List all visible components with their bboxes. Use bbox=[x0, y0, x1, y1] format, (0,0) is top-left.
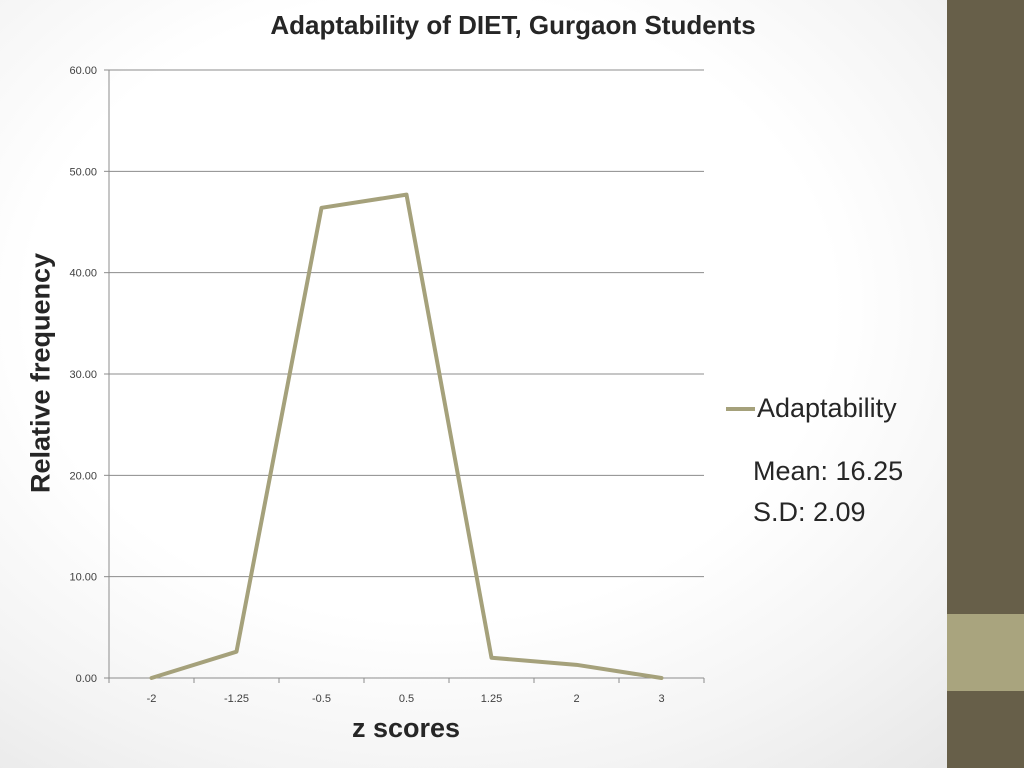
x-tick-label: 1.25 bbox=[481, 693, 502, 705]
y-tick-label: 20.00 bbox=[69, 470, 97, 482]
legend-swatch-adaptability bbox=[726, 406, 755, 411]
y-tick-label: 40.00 bbox=[69, 268, 97, 280]
x-tick-label: 3 bbox=[658, 693, 664, 705]
chart-title: Adaptability of DIET, Gurgaon Students bbox=[270, 10, 756, 40]
series-line-adaptability bbox=[149, 192, 664, 680]
x-tick-label: 2 bbox=[573, 693, 579, 705]
x-tick-label: -1.25 bbox=[224, 693, 249, 705]
x-tick-label: 0.5 bbox=[399, 693, 414, 705]
legend: Adaptability bbox=[726, 393, 897, 424]
mean-annotation: Mean: 16.25 bbox=[753, 456, 904, 486]
y-tick-label: 30.00 bbox=[69, 369, 97, 381]
legend-label-adaptability: Adaptability bbox=[757, 393, 897, 423]
y-axis-title: Relative frequency bbox=[25, 252, 56, 494]
x-tick-label: -2 bbox=[147, 693, 157, 705]
slide-side-accent bbox=[947, 614, 1024, 691]
y-tick-label: 0.00 bbox=[76, 673, 97, 685]
x-axis-title: z scores bbox=[351, 713, 461, 743]
y-tick-label: 50.00 bbox=[69, 166, 97, 178]
x-tick-label: -0.5 bbox=[312, 693, 331, 705]
y-tick-label: 10.00 bbox=[69, 572, 97, 584]
sd-annotation: S.D: 2.09 bbox=[753, 497, 866, 527]
y-tick-label: 60.00 bbox=[69, 65, 97, 77]
stats-annotation: Mean: 16.25 S.D: 2.09 bbox=[753, 451, 903, 533]
